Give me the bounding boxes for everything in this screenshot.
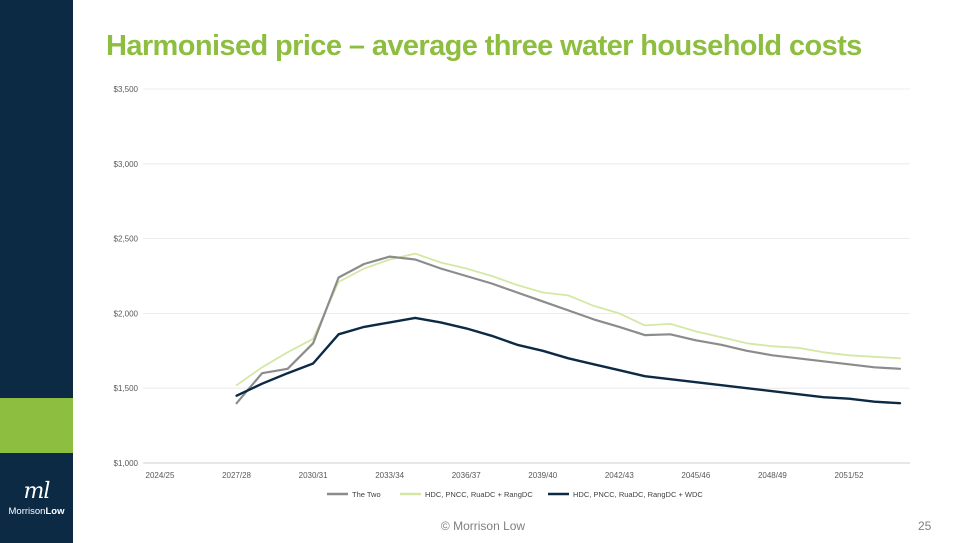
x-tick-label: 2030/31 <box>299 471 328 480</box>
x-tick-label: 2024/25 <box>146 471 175 480</box>
logo-text-bold: Low <box>45 506 65 517</box>
y-tick-label: $2,500 <box>114 235 139 244</box>
page-number: 25 <box>918 519 932 533</box>
series-line-2 <box>235 252 901 387</box>
axes: $1,000 $1,500 $2,000 $2,500 $3,000 $3,500 2024… <box>114 85 910 480</box>
x-tick-label: 2048/49 <box>758 471 787 480</box>
series-lines <box>235 252 902 405</box>
x-tick-label: 2042/43 <box>605 471 634 480</box>
x-tick-label: 2045/46 <box>681 471 710 480</box>
y-tick-label: $1,500 <box>114 384 139 393</box>
y-tick-label: $3,000 <box>114 160 139 169</box>
x-tick-label: 2039/40 <box>528 471 557 480</box>
company-logo: ml MorrisonLow <box>0 480 73 518</box>
series-line-1 <box>235 255 902 405</box>
logo-mark: ml <box>23 479 51 504</box>
legend-label-3: HDC, PNCC, RuaDC, RangDC + WDC <box>573 490 703 499</box>
legend-label-2: HDC, PNCC, RuaDC + RangDC <box>425 490 533 499</box>
x-tick-label: 2027/28 <box>222 471 251 480</box>
gridlines <box>143 88 910 389</box>
sidebar-accent-block <box>0 398 73 453</box>
slide-title: Harmonised price – average three water h… <box>106 30 862 62</box>
chart-legend: The Two HDC, PNCC, RuaDC + RangDC HDC, PNC… <box>327 490 703 499</box>
y-tick-label: $2,000 <box>114 309 139 318</box>
logo-wordmark: MorrisonLow <box>0 506 73 518</box>
y-tick-label: $3,500 <box>114 85 139 94</box>
footer-copyright: © Morrison Low <box>440 519 526 533</box>
x-tick-label: 2051/52 <box>835 471 864 480</box>
series-line-3 <box>235 316 902 405</box>
logo-text-light: Morrison <box>8 506 46 517</box>
x-tick-label: 2036/37 <box>452 471 481 480</box>
y-tick-label: $1,000 <box>114 459 139 468</box>
legend-label-1: The Two <box>352 490 381 499</box>
x-tick-label: 2033/34 <box>375 471 404 480</box>
